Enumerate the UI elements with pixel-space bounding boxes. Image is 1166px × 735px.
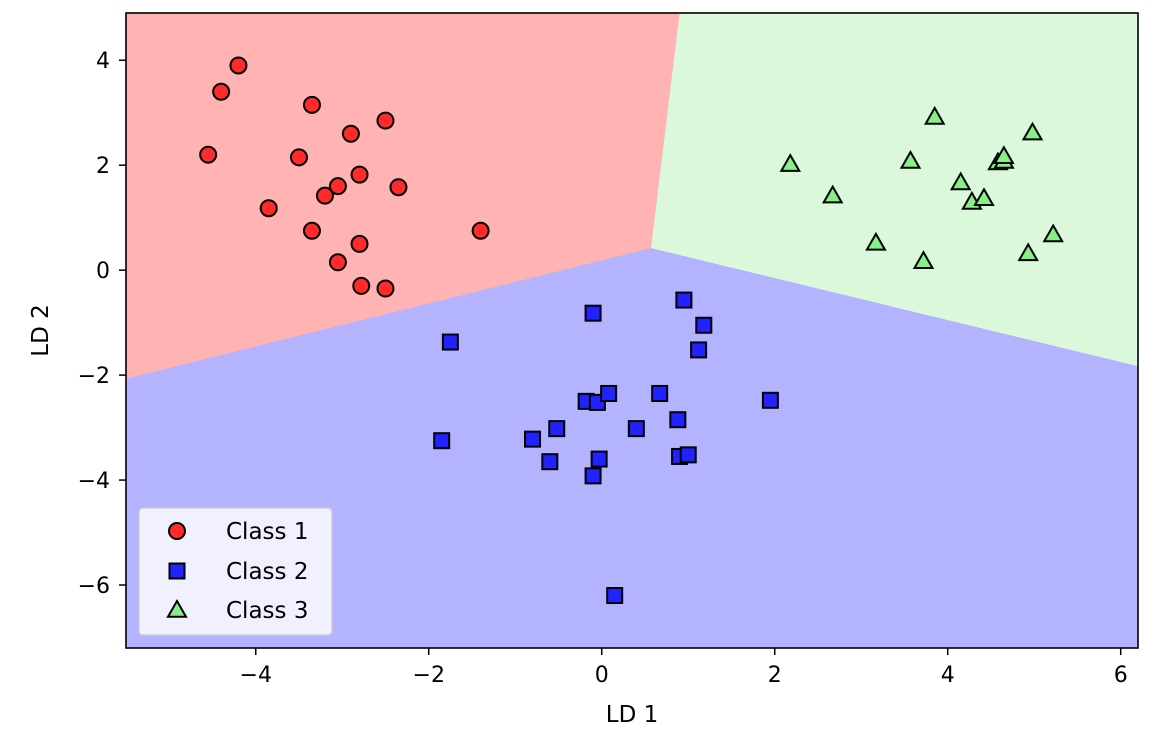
point-class-1 (302, 95, 321, 114)
point-class-1 (352, 276, 371, 295)
point-class-2 (433, 432, 451, 450)
point-class-3 (865, 231, 887, 251)
x-tick-label: 2 (768, 663, 782, 688)
point-class-2 (761, 391, 779, 409)
legend-box (138, 507, 333, 636)
point-class-2 (600, 384, 618, 402)
point-class-2 (679, 446, 697, 464)
point-class-3 (779, 153, 802, 172)
point-class-1 (471, 221, 490, 240)
x-axis-ticks: −4 −2 0 2 4 6 (240, 648, 1128, 688)
point-class-2 (675, 291, 693, 309)
point-class-3 (899, 149, 922, 169)
legend-label-class-2: Class 2 (226, 559, 308, 585)
x-tick-label: 0 (595, 663, 609, 688)
point-class-1 (350, 165, 369, 184)
y-tick-label: −6 (78, 574, 110, 599)
y-tick-label: −2 (78, 364, 110, 389)
point-class-2 (541, 453, 559, 471)
point-class-3 (973, 187, 995, 206)
point-class-2 (548, 420, 566, 438)
point-class-2 (695, 316, 713, 334)
point-class-2 (441, 333, 459, 351)
point-class-1 (199, 145, 218, 164)
point-class-3 (912, 250, 935, 269)
point-class-1 (289, 148, 308, 167)
y-tick-label: 4 (96, 49, 110, 74)
point-class-2 (669, 411, 687, 429)
legend-marker-class-2 (168, 562, 186, 580)
point-class-3 (1017, 242, 1039, 262)
point-class-2 (584, 304, 602, 322)
point-class-1 (341, 124, 360, 143)
data-points (199, 56, 1064, 605)
point-class-1 (376, 111, 395, 130)
legend-marker-class-1 (168, 522, 186, 540)
point-class-2 (651, 384, 669, 402)
point-class-1 (259, 199, 278, 218)
x-tick-label: −4 (240, 663, 272, 688)
point-class-3 (1042, 223, 1064, 243)
point-class-2 (524, 430, 542, 448)
legend-label-class-1: Class 1 (226, 519, 308, 545)
point-class-2 (690, 341, 708, 359)
x-tick-label: 4 (941, 663, 955, 688)
point-class-3 (821, 184, 844, 204)
point-class-3 (993, 145, 1015, 164)
point-class-3 (923, 105, 946, 125)
legend: Class 1 Class 2 Class 3 (138, 507, 333, 636)
legend-marker-class-3 (166, 598, 188, 618)
point-class-2 (627, 420, 645, 438)
y-tick-label: 0 (96, 259, 110, 284)
region-class-1 (126, 13, 680, 379)
x-axis-label: LD 1 (606, 702, 658, 728)
point-class-2 (590, 450, 608, 468)
point-class-1 (212, 82, 231, 101)
point-class-2 (606, 587, 624, 605)
point-class-1 (350, 234, 369, 253)
y-tick-label: 2 (96, 154, 110, 179)
x-tick-label: −2 (413, 663, 445, 688)
point-class-1 (302, 221, 321, 240)
point-class-1 (376, 279, 395, 298)
point-class-1 (328, 253, 347, 272)
point-class-1 (389, 178, 408, 197)
y-axis-label: LD 2 (28, 304, 54, 356)
point-class-1 (328, 177, 347, 196)
y-tick-label: −4 (78, 469, 110, 494)
x-tick-label: 6 (1114, 663, 1128, 688)
plot-frame (125, 12, 1139, 649)
point-class-2 (584, 467, 602, 485)
point-class-3 (949, 171, 972, 191)
point-class-1 (229, 56, 248, 75)
legend-label-class-3: Class 3 (226, 598, 308, 624)
point-class-1 (315, 186, 334, 205)
region-class-3 (651, 13, 1138, 367)
y-axis-ticks: −6 −4 −2 0 2 4 (78, 49, 126, 599)
point-class-3 (1021, 121, 1044, 141)
